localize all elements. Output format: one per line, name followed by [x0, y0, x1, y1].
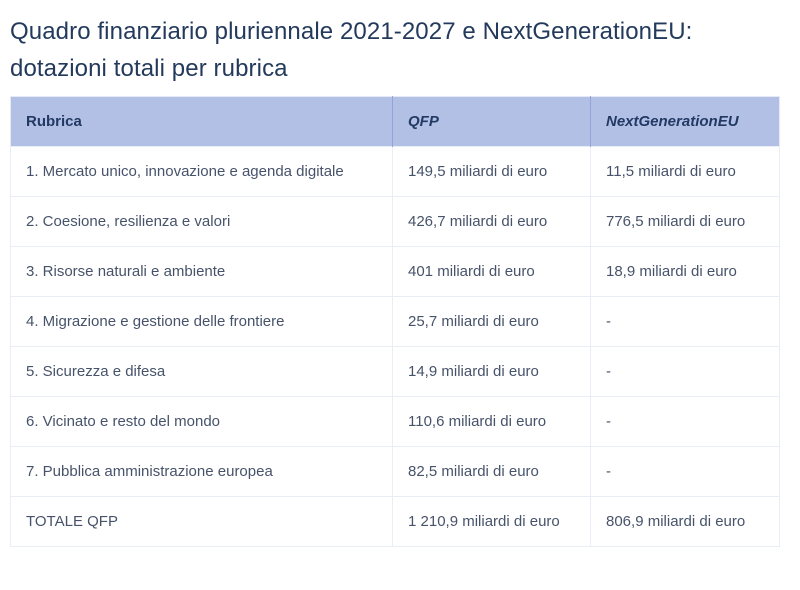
table-row: 5. Sicurezza e difesa 14,9 miliardi di e… — [10, 346, 780, 397]
cell-ngeu: 18,9 miliardi di euro — [590, 246, 780, 297]
cell-rubrica: 3. Risorse naturali e ambiente — [10, 246, 393, 297]
table-row: 4. Migrazione e gestione delle frontiere… — [10, 296, 780, 347]
cell-qfp: 25,7 miliardi di euro — [392, 296, 591, 347]
table-row: 6. Vicinato e resto del mondo 110,6 mili… — [10, 396, 780, 447]
cell-ngeu: - — [590, 446, 780, 497]
cell-ngeu: 806,9 miliardi di euro — [590, 496, 780, 547]
cell-rubrica: 7. Pubblica amministrazione europea — [10, 446, 393, 497]
cell-rubrica: TOTALE QFP — [10, 496, 393, 547]
table-header-row: Rubrica QFP NextGenerationEU — [10, 96, 780, 147]
cell-rubrica: 2. Coesione, resilienza e valori — [10, 196, 393, 247]
column-header-qfp: QFP — [392, 96, 591, 147]
cell-ngeu: - — [590, 296, 780, 347]
cell-qfp: 149,5 miliardi di euro — [392, 146, 591, 197]
cell-qfp: 82,5 miliardi di euro — [392, 446, 591, 497]
cell-rubrica: 1. Mercato unico, innovazione e agenda d… — [10, 146, 393, 197]
cell-qfp: 1 210,9 miliardi di euro — [392, 496, 591, 547]
table-row: 2. Coesione, resilienza e valori 426,7 m… — [10, 196, 780, 247]
table-row: 3. Risorse naturali e ambiente 401 milia… — [10, 246, 780, 297]
cell-ngeu: 776,5 miliardi di euro — [590, 196, 780, 247]
cell-qfp: 401 miliardi di euro — [392, 246, 591, 297]
budget-table: Rubrica QFP NextGenerationEU 1. Mercato … — [10, 96, 780, 547]
cell-ngeu: - — [590, 396, 780, 447]
page-title: Quadro finanziario pluriennale 2021-2027… — [10, 18, 693, 82]
cell-rubrica: 4. Migrazione e gestione delle frontiere — [10, 296, 393, 347]
cell-qfp: 426,7 miliardi di euro — [392, 196, 591, 247]
table-row-total: TOTALE QFP 1 210,9 miliardi di euro 806,… — [10, 496, 780, 547]
column-header-rubrica: Rubrica — [10, 96, 393, 147]
cell-qfp: 110,6 miliardi di euro — [392, 396, 591, 447]
table-row: 7. Pubblica amministrazione europea 82,5… — [10, 446, 780, 497]
cell-rubrica: 5. Sicurezza e difesa — [10, 346, 393, 397]
cell-ngeu: 11,5 miliardi di euro — [590, 146, 780, 197]
cell-rubrica: 6. Vicinato e resto del mondo — [10, 396, 393, 447]
column-header-nextgenerationeu: NextGenerationEU — [590, 96, 780, 147]
cell-qfp: 14,9 miliardi di euro — [392, 346, 591, 397]
cell-ngeu: - — [590, 346, 780, 397]
table-row: 1. Mercato unico, innovazione e agenda d… — [10, 146, 780, 197]
